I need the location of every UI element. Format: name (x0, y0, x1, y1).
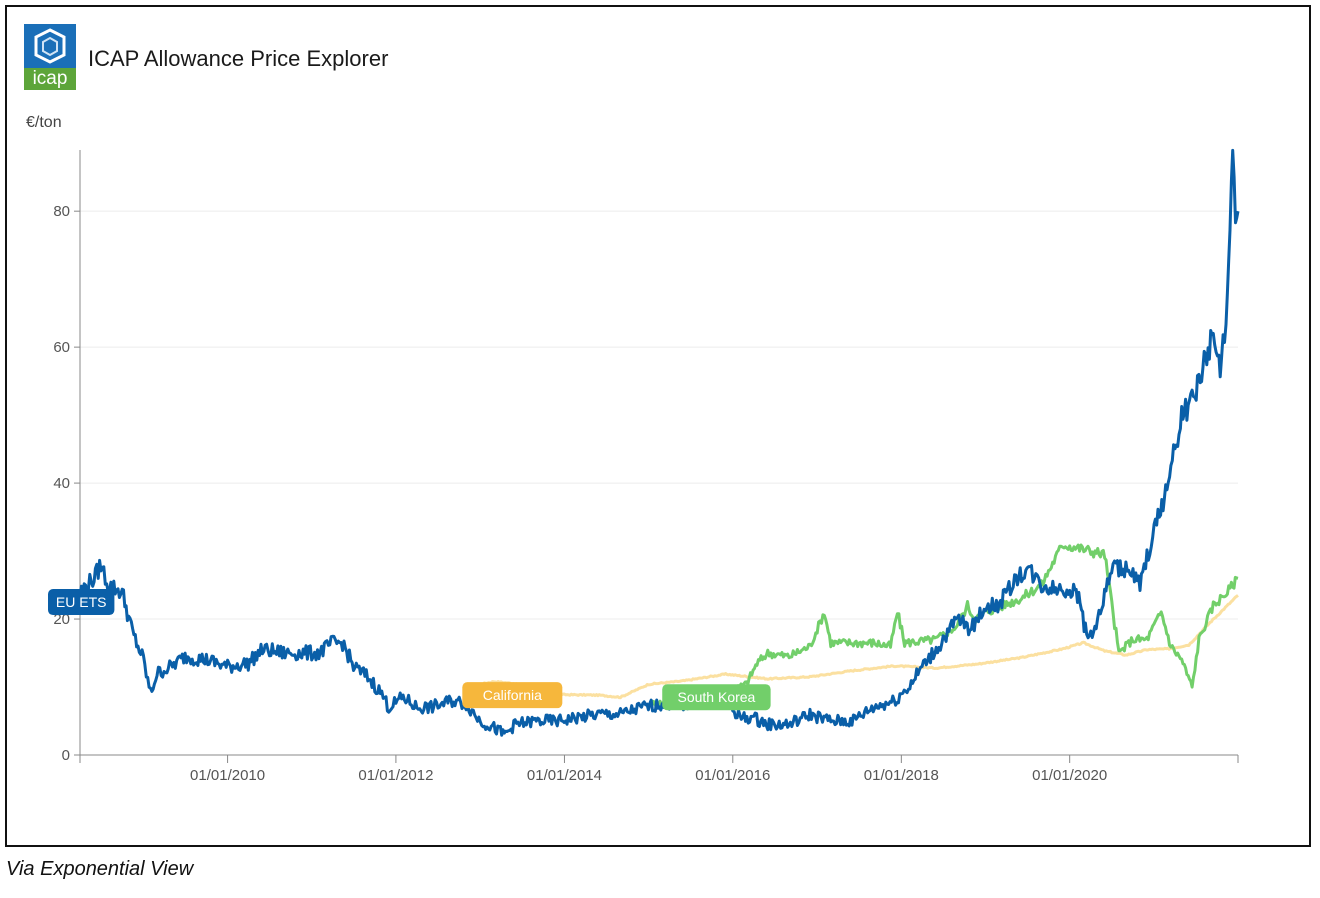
icap-logo: icap (24, 24, 76, 90)
gridlines (80, 210, 1238, 620)
series-label-text: South Korea (678, 689, 756, 705)
series-label-box (48, 589, 115, 616)
y-tick-label: 80 (53, 203, 70, 220)
series-label-box (462, 682, 563, 709)
x-tick-label: 01/01/2014 (527, 767, 602, 784)
x-tick-label: 01/01/2016 (695, 767, 770, 784)
y-tick-label: 40 (53, 475, 70, 492)
x-tick-label: 01/01/2018 (864, 767, 939, 784)
x-tick-label: 01/01/2012 (358, 767, 433, 784)
series-label-eu-ets: EU ETS (48, 589, 115, 616)
y-tick-label: 60 (53, 339, 70, 356)
series-lines (78, 148, 1240, 737)
series-label-text: California (483, 687, 542, 703)
series-label-text: EU ETS (56, 594, 107, 610)
chart-header: icap ICAP Allowance Price Explorer (24, 24, 388, 96)
axes: 0 20 40 60 80 01/01/2010 01/01/2012 01/01/2014 0… (53, 150, 1239, 784)
series-line-california (469, 594, 1239, 700)
y-tick-label: 0 (62, 747, 70, 764)
series-label-box (662, 684, 771, 711)
series-line-south-korea (650, 543, 1239, 709)
x-tick-label: 01/01/2020 (1032, 767, 1107, 784)
x-tick-label: 01/01/2010 (190, 767, 265, 784)
y-axis-unit: €/ton (26, 114, 62, 131)
icap-logo-icon (24, 24, 76, 90)
caption: Via Exponential View (6, 858, 194, 880)
series-line-eu-ets (78, 148, 1240, 737)
series-label-california: California (462, 682, 563, 709)
series-labels: EU ETS California South Korea (48, 589, 771, 711)
series-label-south-korea: South Korea (662, 684, 771, 711)
y-tick-label: 20 (53, 611, 70, 628)
logo-text: icap (32, 68, 68, 89)
page-title: ICAP Allowance Price Explorer (88, 46, 389, 71)
